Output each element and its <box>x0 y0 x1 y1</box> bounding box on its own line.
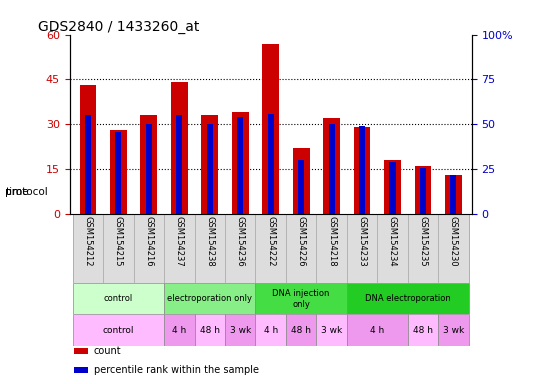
Bar <box>195 214 225 283</box>
Bar <box>316 314 347 346</box>
Bar <box>359 126 365 214</box>
Bar <box>164 314 195 346</box>
Text: 3 wk: 3 wk <box>443 326 464 334</box>
Bar <box>256 283 347 314</box>
Text: control: control <box>103 326 134 334</box>
Text: time: time <box>5 187 29 197</box>
Text: count: count <box>94 346 122 356</box>
Text: GSM154222: GSM154222 <box>266 216 275 267</box>
Bar <box>232 113 249 214</box>
Bar <box>164 283 256 314</box>
Text: GDS2840 / 1433260_at: GDS2840 / 1433260_at <box>38 20 199 33</box>
Text: GSM154236: GSM154236 <box>236 216 245 267</box>
Bar <box>316 214 347 283</box>
Text: GSM154216: GSM154216 <box>144 216 153 267</box>
Text: 48 h: 48 h <box>200 326 220 334</box>
Bar <box>140 116 157 214</box>
Bar <box>171 83 188 214</box>
Bar <box>115 132 122 214</box>
Bar <box>79 86 96 214</box>
Bar <box>73 283 164 314</box>
Text: GSM154234: GSM154234 <box>388 216 397 267</box>
Bar <box>195 314 225 346</box>
Text: GSM154233: GSM154233 <box>358 216 367 267</box>
Text: GSM154238: GSM154238 <box>205 216 214 267</box>
Text: GSM154230: GSM154230 <box>449 216 458 267</box>
Text: DNA electroporation: DNA electroporation <box>365 295 451 303</box>
Bar <box>293 148 309 214</box>
Bar <box>85 116 91 214</box>
Bar <box>164 214 195 283</box>
Bar <box>354 127 370 214</box>
Bar <box>408 214 438 283</box>
Bar <box>286 214 316 283</box>
Bar <box>73 214 103 283</box>
Bar <box>176 116 182 214</box>
Bar <box>225 314 256 346</box>
Text: GSM154237: GSM154237 <box>175 216 184 267</box>
Text: electroporation only: electroporation only <box>167 295 252 303</box>
Bar <box>73 314 164 346</box>
Text: 3 wk: 3 wk <box>321 326 342 334</box>
Bar <box>110 131 127 214</box>
Bar <box>390 162 396 214</box>
Bar <box>438 314 468 346</box>
Text: GSM154215: GSM154215 <box>114 216 123 267</box>
Bar <box>74 367 88 373</box>
Bar <box>414 166 431 214</box>
Text: 4 h: 4 h <box>172 326 187 334</box>
Bar <box>298 161 304 214</box>
Text: protocol: protocol <box>5 187 48 197</box>
Text: GSM154235: GSM154235 <box>419 216 427 267</box>
Bar <box>329 124 334 214</box>
Text: DNA injection
only: DNA injection only <box>272 289 330 309</box>
Text: GSM154218: GSM154218 <box>327 216 336 267</box>
Bar <box>202 116 218 214</box>
Bar <box>256 214 286 283</box>
Text: 4 h: 4 h <box>264 326 278 334</box>
Bar <box>146 124 152 214</box>
Bar <box>133 214 164 283</box>
Bar <box>347 314 408 346</box>
Text: 3 wk: 3 wk <box>229 326 251 334</box>
Bar <box>450 175 457 214</box>
Text: GSM154212: GSM154212 <box>84 216 92 267</box>
Text: GSM154226: GSM154226 <box>296 216 306 267</box>
Text: 48 h: 48 h <box>413 326 433 334</box>
Bar <box>323 118 340 214</box>
Bar <box>347 214 377 283</box>
Bar <box>256 314 286 346</box>
Bar <box>377 214 408 283</box>
Bar <box>74 348 88 354</box>
Bar <box>347 283 468 314</box>
Bar <box>438 214 468 283</box>
Bar <box>286 314 316 346</box>
Bar <box>262 43 279 214</box>
Bar <box>420 167 426 214</box>
Text: 48 h: 48 h <box>291 326 311 334</box>
Text: control: control <box>104 295 133 303</box>
Bar <box>267 114 274 214</box>
Bar <box>225 214 256 283</box>
Bar <box>384 161 401 214</box>
Bar <box>103 214 133 283</box>
Bar <box>237 117 243 214</box>
Bar <box>408 314 438 346</box>
Text: 4 h: 4 h <box>370 326 384 334</box>
Bar <box>445 175 462 214</box>
Bar <box>207 124 213 214</box>
Text: percentile rank within the sample: percentile rank within the sample <box>94 365 259 375</box>
